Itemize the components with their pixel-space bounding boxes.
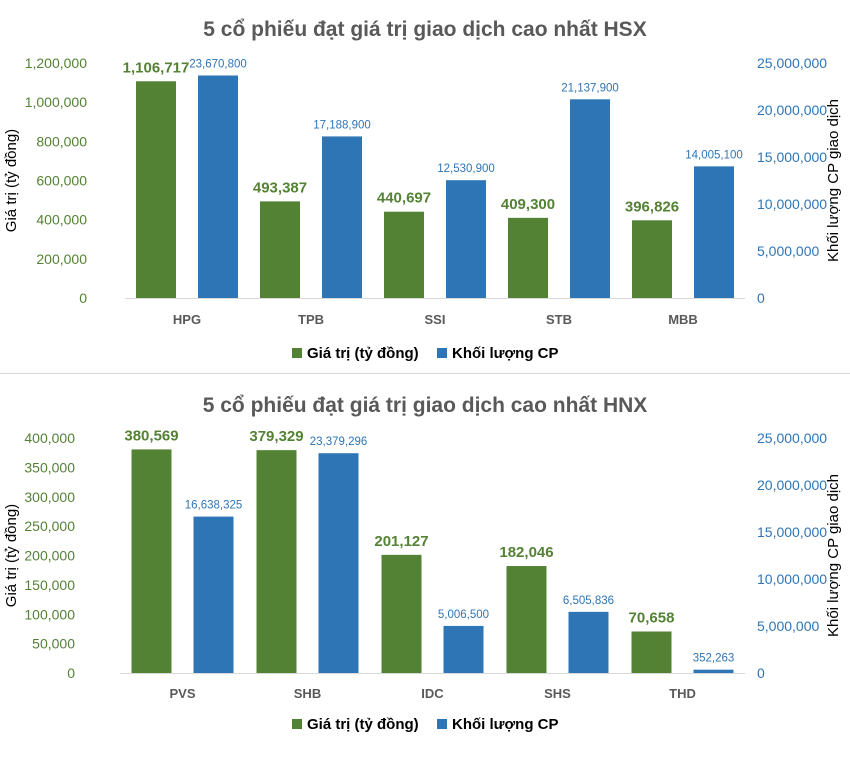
category-label-shs: SHS xyxy=(544,686,571,701)
left-axis-tick-label: 250,000 xyxy=(24,518,75,534)
chart-hnx: 5 cổ phiếu đạt giá trị giao dịch cao nhấ… xyxy=(0,375,850,775)
legend-swatch-volume xyxy=(437,348,447,358)
volume-data-label: 23,379,296 xyxy=(310,436,368,448)
legend-label-value: Giá trị (tỷ đồng) xyxy=(307,716,419,733)
value-bar-pvs xyxy=(131,449,172,673)
value-bar-tpb xyxy=(260,201,300,298)
legend-label-volume: Khối lượng CP xyxy=(452,345,559,362)
left-axis-tick-label: 400,000 xyxy=(36,212,87,228)
category-label-mbb: MBB xyxy=(668,312,698,327)
category-label-thd: THD xyxy=(669,686,696,701)
category-label-shb: SHB xyxy=(294,686,321,701)
volume-data-label: 5,006,500 xyxy=(438,609,489,621)
volume-bar-hpg xyxy=(198,75,238,298)
value-data-label: 409,300 xyxy=(501,196,555,213)
legend-swatch-volume xyxy=(437,719,447,729)
volume-data-label: 17,188,900 xyxy=(313,119,371,131)
right-axis-tick-label: 0 xyxy=(757,665,765,681)
left-axis-tick-label: 1,000,000 xyxy=(25,94,87,110)
category-label-stb: STB xyxy=(546,312,572,327)
volume-data-label: 14,005,100 xyxy=(685,149,743,161)
value-data-label: 70,658 xyxy=(629,609,675,626)
chart-title: 5 cổ phiếu đạt giá trị giao dịch cao nhấ… xyxy=(203,18,646,41)
left-axis-tick-label: 0 xyxy=(67,665,75,681)
left-axis-tick-label: 0 xyxy=(79,290,87,306)
volume-data-label: 23,670,800 xyxy=(189,58,247,70)
right-axis-title: Khối lượng CP giao dịch xyxy=(825,474,842,637)
right-axis-tick-label: 25,000,000 xyxy=(757,55,827,71)
chart-separator xyxy=(0,373,850,374)
right-axis-tick-label: 20,000,000 xyxy=(757,102,827,118)
chart-hsx-svg: 5 cổ phiếu đạt giá trị giao dịch cao nhấ… xyxy=(3,18,842,362)
right-axis-tick-label: 5,000,000 xyxy=(757,243,819,259)
volume-bar-mbb xyxy=(694,166,734,298)
volume-bar-shb xyxy=(318,453,359,673)
volume-data-label: 12,530,900 xyxy=(437,163,495,175)
right-axis-tick-label: 15,000,000 xyxy=(757,524,827,540)
value-data-label: 440,697 xyxy=(377,190,431,207)
left-axis-title: Giá trị (tỷ đồng) xyxy=(3,504,20,607)
volume-data-label: 6,505,836 xyxy=(563,595,614,607)
value-bar-mbb xyxy=(632,220,672,298)
category-label-hpg: HPG xyxy=(173,312,201,327)
volume-bar-shs xyxy=(568,611,609,673)
right-axis-tick-label: 20,000,000 xyxy=(757,477,827,493)
volume-bar-idc xyxy=(443,625,484,673)
value-bar-hpg xyxy=(136,81,176,299)
volume-bar-ssi xyxy=(446,180,486,298)
left-axis-tick-label: 1,200,000 xyxy=(25,55,87,71)
value-data-label: 201,127 xyxy=(374,533,428,550)
legend-swatch-value xyxy=(292,719,302,729)
category-label-ssi: SSI xyxy=(425,312,446,327)
legend-label-value: Giá trị (tỷ đồng) xyxy=(307,345,419,362)
value-data-label: 379,329 xyxy=(249,428,303,445)
value-bar-stb xyxy=(508,217,548,298)
legend-swatch-value xyxy=(292,348,302,358)
category-label-idc: IDC xyxy=(421,686,444,701)
value-data-label: 493,387 xyxy=(253,179,307,196)
value-bar-shs xyxy=(506,566,547,673)
left-axis-title: Giá trị (tỷ đồng) xyxy=(3,129,20,232)
volume-data-label: 16,638,325 xyxy=(185,500,243,512)
left-axis-tick-label: 50,000 xyxy=(32,636,75,652)
category-label-pvs: PVS xyxy=(169,686,195,701)
left-axis-tick-label: 350,000 xyxy=(24,459,75,475)
left-axis-tick-label: 200,000 xyxy=(36,251,87,267)
right-axis-title: Khối lượng CP giao dịch xyxy=(825,99,842,262)
left-axis-tick-label: 800,000 xyxy=(36,133,87,149)
value-bar-shb xyxy=(256,450,297,673)
chart-title: 5 cổ phiếu đạt giá trị giao dịch cao nhấ… xyxy=(203,394,648,417)
volume-bar-thd xyxy=(693,669,734,673)
right-axis-tick-label: 10,000,000 xyxy=(757,196,827,212)
left-axis-tick-label: 150,000 xyxy=(24,577,75,593)
left-axis-tick-label: 200,000 xyxy=(24,548,75,564)
value-bar-ssi xyxy=(384,211,424,298)
legend-label-volume: Khối lượng CP xyxy=(452,716,559,733)
value-data-label: 380,569 xyxy=(124,427,178,444)
volume-bar-pvs xyxy=(193,516,234,673)
chart-hsx: 5 cổ phiếu đạt giá trị giao dịch cao nhấ… xyxy=(0,0,850,372)
right-axis-tick-label: 0 xyxy=(757,290,765,306)
volume-data-label: 352,263 xyxy=(693,653,735,665)
right-axis-tick-label: 15,000,000 xyxy=(757,149,827,165)
volume-data-label: 21,137,900 xyxy=(561,82,619,94)
left-axis-tick-label: 300,000 xyxy=(24,489,75,505)
value-bar-thd xyxy=(631,631,672,673)
value-data-label: 396,826 xyxy=(625,198,679,215)
volume-bar-tpb xyxy=(322,136,362,298)
left-axis-tick-label: 600,000 xyxy=(36,173,87,189)
value-data-label: 1,106,717 xyxy=(123,59,190,76)
left-axis-tick-label: 400,000 xyxy=(24,430,75,446)
right-axis-tick-label: 10,000,000 xyxy=(757,571,827,587)
right-axis-tick-label: 25,000,000 xyxy=(757,430,827,446)
value-bar-idc xyxy=(381,554,422,673)
category-label-tpb: TPB xyxy=(298,312,324,327)
right-axis-tick-label: 5,000,000 xyxy=(757,618,819,634)
left-axis-tick-label: 100,000 xyxy=(24,606,75,622)
volume-bar-stb xyxy=(570,99,610,298)
chart-hnx-svg: 5 cổ phiếu đạt giá trị giao dịch cao nhấ… xyxy=(3,394,842,733)
value-data-label: 182,046 xyxy=(499,544,553,561)
